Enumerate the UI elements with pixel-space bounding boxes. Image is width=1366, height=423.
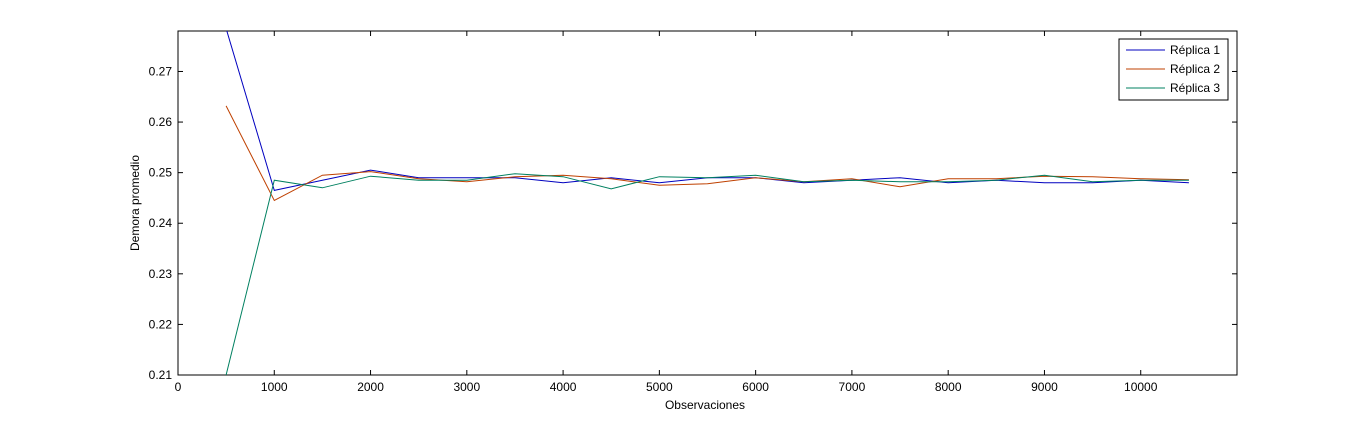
x-tick-label: 5000 — [646, 380, 673, 394]
y-tick-label: 0.21 — [149, 368, 173, 382]
y-tick-label: 0.27 — [149, 64, 173, 78]
series-line-3 — [225, 173, 1189, 375]
x-tick-label: 3000 — [453, 380, 480, 394]
x-tick-label: 7000 — [839, 380, 866, 394]
y-tick-label: 0.22 — [149, 317, 173, 331]
legend-label-3: Réplica 3 — [1170, 81, 1220, 95]
x-tick-label: 1000 — [261, 380, 288, 394]
x-tick-label: 4000 — [550, 380, 577, 394]
y-tick-label: 0.24 — [149, 216, 173, 230]
x-axis-label: Observaciones — [665, 398, 745, 412]
plot-area — [177, 30, 1238, 376]
series-layer — [225, 31, 1189, 375]
y-tick-label: 0.25 — [149, 166, 173, 180]
y-tick-label: 0.26 — [149, 115, 173, 129]
legend-label-2: Réplica 2 — [1170, 62, 1220, 76]
legend: Réplica 1 Réplica 2 Réplica 3 — [1118, 38, 1229, 101]
x-tick-label: 2000 — [357, 380, 384, 394]
y-axis-label: Demora promedio — [128, 155, 142, 251]
y-tick-label: 0.23 — [149, 267, 173, 281]
legend-label-1: Réplica 1 — [1170, 43, 1220, 57]
x-tick-label: 0 — [175, 380, 182, 394]
axes: 0 1000 2000 3000 4000 5000 6000 7000 8000 9000 100… — [149, 31, 1237, 394]
x-tick-label: 6000 — [742, 380, 769, 394]
x-tick-label: 10000 — [1124, 380, 1158, 394]
x-tick-label: 8000 — [935, 380, 962, 394]
x-tick-label: 9000 — [1031, 380, 1058, 394]
